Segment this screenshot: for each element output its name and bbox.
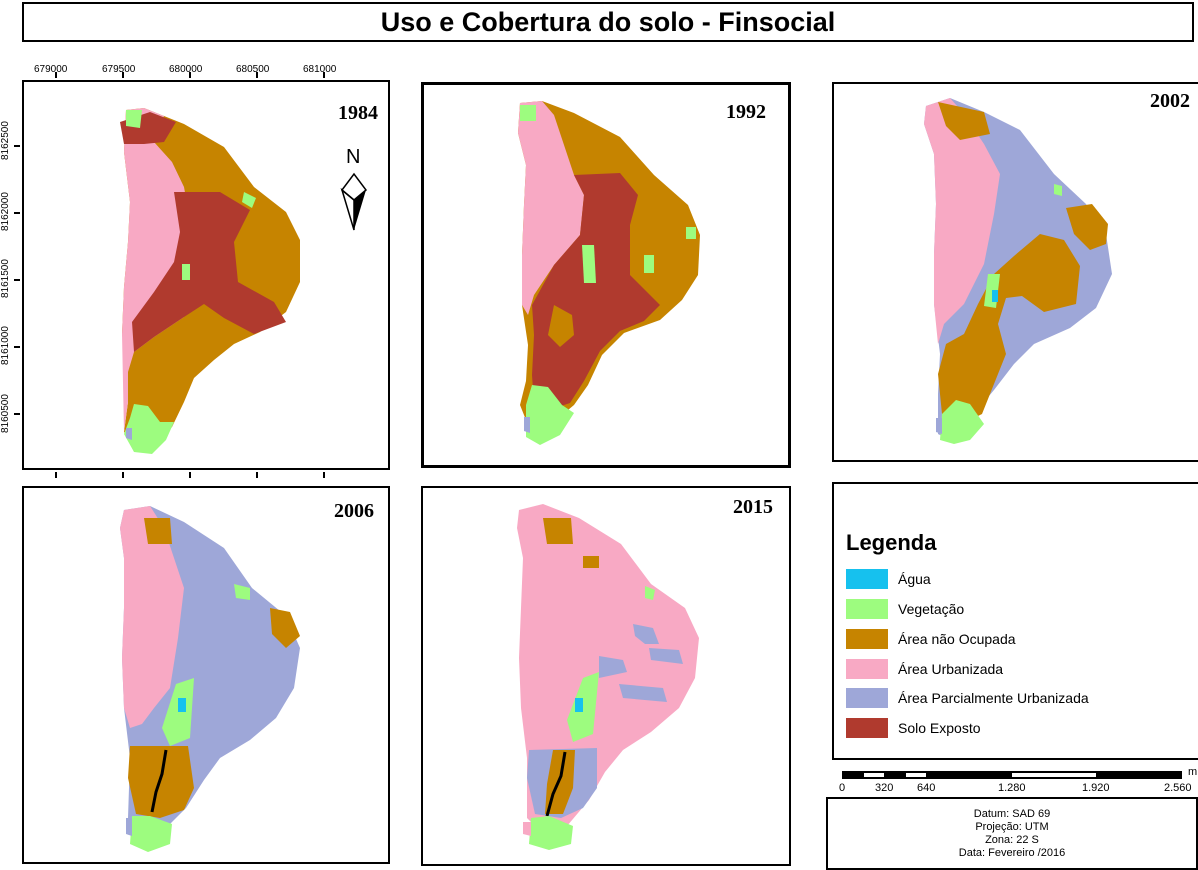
- x-tick-label: 679500: [102, 64, 136, 75]
- map-2015: [517, 504, 699, 850]
- scale-label: 1.280: [998, 782, 1026, 794]
- x-tick-label: 679000: [34, 64, 68, 75]
- map-title-box: Uso e Cobertura do solo - Finsocial: [22, 2, 1194, 42]
- panel-year: 1992: [726, 101, 766, 123]
- legend-item-area-nao-ocupada: Área não Ocupada: [846, 628, 1016, 650]
- map-2006: [120, 506, 300, 852]
- scale-label: 1.920: [1082, 782, 1110, 794]
- legend-label: Área não Ocupada: [898, 631, 1016, 647]
- north-arrow-icon: [340, 172, 368, 231]
- map-1984: [120, 108, 368, 454]
- legend-item-area-urbanizada: Área Urbanizada: [846, 658, 1003, 680]
- date-text: Data: Fevereiro /2016: [958, 847, 1066, 859]
- map-panel-1984: 1984 N: [22, 80, 390, 470]
- scale-unit: m: [1188, 766, 1198, 778]
- legend-title: Legenda: [846, 530, 937, 555]
- projection-text: Projeção: UTM: [975, 821, 1049, 833]
- x-tick-label: 680500: [236, 64, 270, 75]
- scale-label: 2.560: [1164, 782, 1192, 794]
- map-title: Uso e Cobertura do solo - Finsocial: [380, 6, 836, 37]
- zone-text: Zona: 22 S: [985, 834, 1039, 846]
- scale-label: 0: [839, 782, 846, 794]
- legend-item-solo-exposto: Solo Exposto: [846, 717, 981, 739]
- x-tick-label: 680000: [169, 64, 203, 75]
- map-panel-2002: 2002: [832, 82, 1198, 462]
- legend-swatch: [846, 569, 888, 589]
- north-arrow-label: N: [346, 146, 361, 168]
- scale-label: 320: [875, 782, 894, 794]
- axis-ticks: [14, 72, 325, 478]
- map-1992: [518, 101, 700, 445]
- legend-swatch: [846, 718, 888, 738]
- legend-swatch: [846, 688, 888, 708]
- panel-year: 2006: [334, 500, 374, 522]
- legend-swatch: [846, 599, 888, 619]
- legend-item-area-parcialmente-urbanizada: Área Parcialmente Urbanizada: [846, 687, 1089, 709]
- panel-year: 2002: [1150, 90, 1190, 112]
- panel-year: 2015: [733, 496, 773, 518]
- legend-swatch: [846, 629, 888, 649]
- map-2002: [924, 98, 1112, 444]
- legend-swatch: [846, 659, 888, 679]
- map-panel-2006: 2006: [22, 486, 390, 864]
- legend-box: Legenda Água Vegetação Área não Ocupada …: [832, 482, 1198, 760]
- datum-text: Datum: SAD 69: [973, 808, 1051, 820]
- legend-label: Água: [898, 571, 931, 587]
- legend-label: Área Urbanizada: [898, 661, 1004, 677]
- scale-bar: 0 320 640 1.280 1.920 2.560 m: [839, 766, 1198, 810]
- legend-item-vegetacao: Vegetação: [846, 598, 964, 620]
- legend-item-agua: Água: [846, 568, 931, 590]
- map-panel-1992: 1992: [421, 82, 791, 468]
- legend-label: Área Parcialmente Urbanizada: [898, 690, 1089, 706]
- legend-label: Solo Exposto: [898, 720, 981, 736]
- map-info-box: Datum: SAD 69 Projeção: UTM Zona: 22 S D…: [826, 797, 1198, 870]
- scale-bar-graphic: [842, 771, 1182, 779]
- map-panel-2015: 2015: [421, 486, 791, 866]
- panel-year: 1984: [338, 102, 378, 124]
- legend-label: Vegetação: [898, 601, 965, 617]
- x-tick-label: 681000: [303, 64, 337, 75]
- scale-label: 640: [917, 782, 936, 794]
